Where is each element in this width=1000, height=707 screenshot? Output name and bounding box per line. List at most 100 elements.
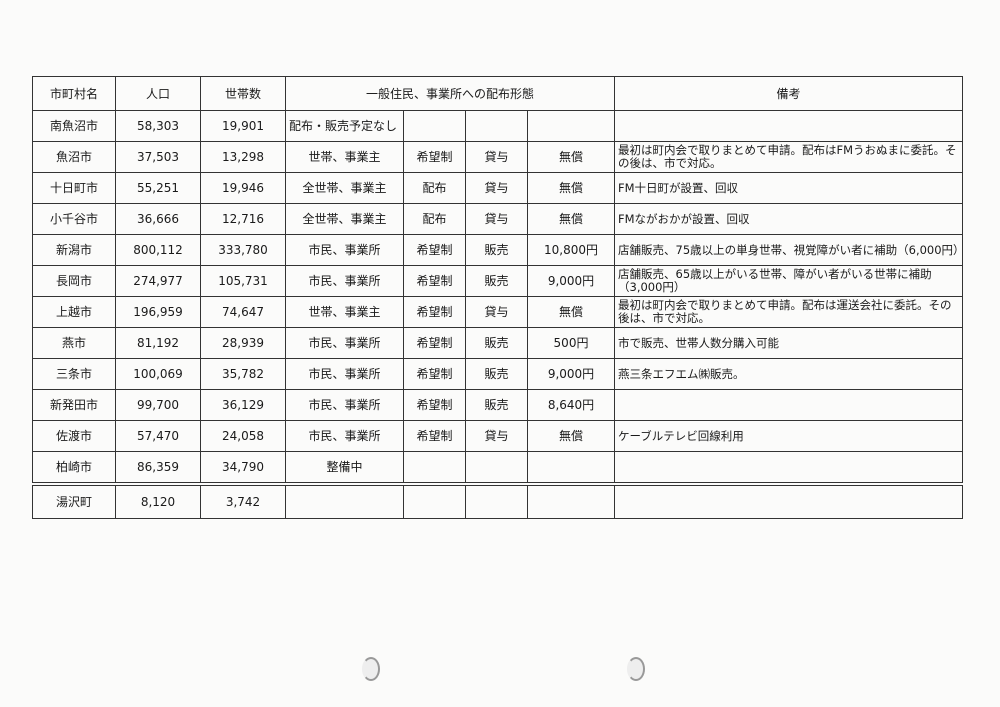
cell-notes: 最初は町内会で取りまとめて申請。配布は運送会社に委託。その後は、市で対応。 [614, 296, 963, 328]
cell-population: 81,192 [115, 327, 201, 359]
cell-population: 274,977 [115, 265, 201, 297]
cell-population: 57,470 [115, 420, 201, 452]
cell-name: 新潟市 [32, 234, 116, 266]
cell-type: 貸与 [465, 420, 528, 452]
header-distribution: 一般住民、事業所への配布形態 [285, 76, 615, 111]
cell-population: 196,959 [115, 296, 201, 328]
cell-type: 販売 [465, 327, 528, 359]
cell-price: 9,000円 [527, 265, 615, 297]
cell-population: 58,303 [115, 110, 201, 142]
cell-households: 36,129 [200, 389, 286, 421]
cell-method: 希望制 [403, 234, 466, 266]
cell-notes [614, 110, 963, 142]
cell-notes: 最初は町内会で取りまとめて申請。配布はFMうおぬまに委託。その後は、市で対応。 [614, 141, 963, 173]
cell-households: 35,782 [200, 358, 286, 390]
table-row: 魚沼市 37,503 13,298 世帯、事業主 希望制 貸与 無償 最初は町内会で取りまとめ… [32, 141, 963, 173]
cell-price: 無償 [527, 420, 615, 452]
cell-target: 市民、事業所 [285, 265, 404, 297]
cell-price: 無償 [527, 203, 615, 235]
table-row: 燕市 81,192 28,939 市民、事業所 希望制 販売 500円 市で販売、世帯人数分購… [32, 327, 963, 359]
cell-method: 希望制 [403, 327, 466, 359]
cell-households: 34,790 [200, 451, 286, 485]
cell-price: 9,000円 [527, 358, 615, 390]
header-population: 人口 [115, 76, 201, 111]
cell-target: 市民、事業所 [285, 389, 404, 421]
cell-target: 市民、事業所 [285, 234, 404, 266]
cell-method: 配布 [403, 172, 466, 204]
cell-price: 無償 [527, 172, 615, 204]
cell-households: 28,939 [200, 327, 286, 359]
cell-population: 55,251 [115, 172, 201, 204]
cell-method [403, 110, 466, 142]
cell-method [403, 482, 466, 519]
cell-households: 74,647 [200, 296, 286, 328]
cell-name: 湯沢町 [32, 482, 116, 519]
table-row: 十日町市 55,251 19,946 全世帯、事業主 配布 貸与 無償 FM十日町が設置、回収 [32, 172, 963, 204]
cell-households: 333,780 [200, 234, 286, 266]
table-row: 上越市 196,959 74,647 世帯、事業主 希望制 貸与 無償 最初は町内会で取りまと… [32, 296, 963, 328]
cell-price [527, 451, 615, 485]
table-row: 柏崎市 86,359 34,790 整備中 [32, 451, 963, 485]
cell-name: 柏崎市 [32, 451, 116, 485]
cell-name: 新発田市 [32, 389, 116, 421]
table-row: 三条市 100,069 35,782 市民、事業所 希望制 販売 9,000円 燕三条エフエム… [32, 358, 963, 390]
cell-method: 希望制 [403, 265, 466, 297]
cell-target: 市民、事業所 [285, 358, 404, 390]
cell-population: 36,666 [115, 203, 201, 235]
table-row: 南魚沼市 58,303 19,901 配布・販売予定なし [32, 110, 963, 142]
cell-type: 貸与 [465, 141, 528, 173]
cell-population: 8,120 [115, 482, 201, 519]
cell-method: 希望制 [403, 358, 466, 390]
cell-notes: FM十日町が設置、回収 [614, 172, 963, 204]
cell-notes: 燕三条エフエム㈱販売。 [614, 358, 963, 390]
cell-households: 105,731 [200, 265, 286, 297]
cell-households: 24,058 [200, 420, 286, 452]
cell-name: 三条市 [32, 358, 116, 390]
cell-price: 8,640円 [527, 389, 615, 421]
cell-name: 小千谷市 [32, 203, 116, 235]
cell-notes: 店舗販売、75歳以上の単身世帯、視覚障がい者に補助（6,000円） [614, 234, 963, 266]
cell-type: 販売 [465, 265, 528, 297]
cell-name: 長岡市 [32, 265, 116, 297]
header-households: 世帯数 [200, 76, 286, 111]
cell-type: 貸与 [465, 203, 528, 235]
cell-method: 希望制 [403, 420, 466, 452]
cell-type: 貸与 [465, 296, 528, 328]
cell-notes: 店舗販売、65歳以上がいる世帯、障がい者がいる世帯に補助（3,000円） [614, 265, 963, 297]
table-row: 新発田市 99,700 36,129 市民、事業所 希望制 販売 8,640円 [32, 389, 963, 421]
cell-population: 37,503 [115, 141, 201, 173]
cell-target: 世帯、事業主 [285, 296, 404, 328]
cell-target: 整備中 [285, 451, 404, 485]
cell-price: 500円 [527, 327, 615, 359]
cell-method: 希望制 [403, 296, 466, 328]
header-row: 市町村名 人口 世帯数 一般住民、事業所への配布形態 備考 [32, 76, 963, 111]
distribution-table: 市町村名 人口 世帯数 一般住民、事業所への配布形態 備考 南魚沼市 58,303… [32, 76, 963, 519]
cell-name: 佐渡市 [32, 420, 116, 452]
cell-price: 10,800円 [527, 234, 615, 266]
table-row: 湯沢町 8,120 3,742 [32, 482, 963, 519]
cell-households: 13,298 [200, 141, 286, 173]
cell-target: 市民、事業所 [285, 327, 404, 359]
header-notes: 備考 [614, 76, 963, 111]
cell-name: 十日町市 [32, 172, 116, 204]
cell-price [527, 110, 615, 142]
cell-notes: FMながおかが設置、回収 [614, 203, 963, 235]
cell-population: 86,359 [115, 451, 201, 485]
cell-type [465, 110, 528, 142]
header-name: 市町村名 [32, 76, 116, 111]
cell-notes: ケーブルテレビ回線利用 [614, 420, 963, 452]
cell-price [527, 482, 615, 519]
cell-target: 市民、事業所 [285, 420, 404, 452]
cell-type [465, 482, 528, 519]
cell-method: 希望制 [403, 389, 466, 421]
cell-name: 魚沼市 [32, 141, 116, 173]
table-row: 佐渡市 57,470 24,058 市民、事業所 希望制 貸与 無償 ケーブルテレビ回線利用 [32, 420, 963, 452]
table-row: 新潟市 800,112 333,780 市民、事業所 希望制 販売 10,800円 店舗販売、… [32, 234, 963, 266]
cell-target [285, 482, 404, 519]
cell-type: 販売 [465, 358, 528, 390]
cell-method [403, 451, 466, 485]
cell-method: 希望制 [403, 141, 466, 173]
cell-price: 無償 [527, 141, 615, 173]
cell-notes: 市で販売、世帯人数分購入可能 [614, 327, 963, 359]
cell-notes [614, 482, 963, 519]
